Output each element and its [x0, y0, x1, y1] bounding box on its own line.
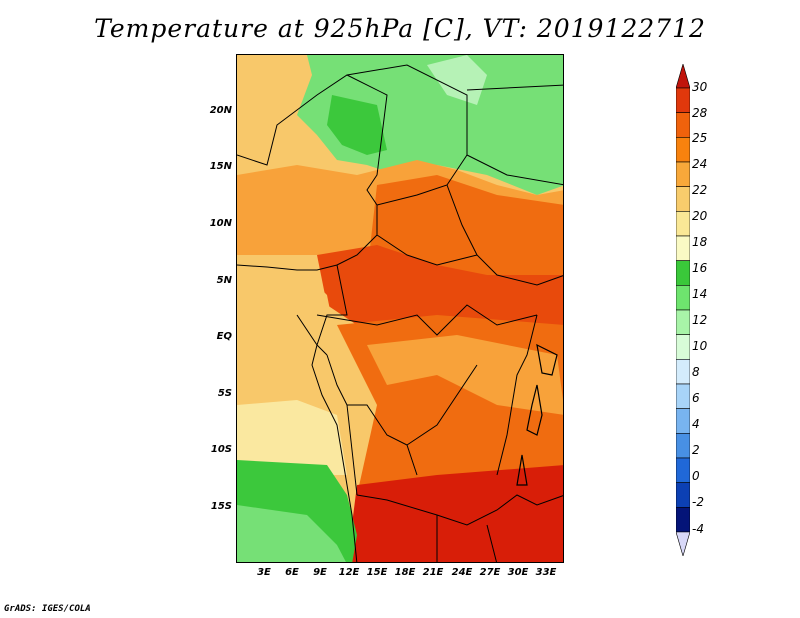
colorbar-label: 6: [692, 391, 700, 405]
colorbar-label: 18: [692, 235, 708, 249]
colorbar-top-arrow: [676, 64, 690, 89]
x-tick-label: 15E: [366, 567, 388, 578]
colorbar-label: 0: [692, 469, 700, 483]
x-tick-label: 3E: [257, 567, 271, 578]
colorbar-label: 14: [692, 287, 708, 301]
x-tick-label: 21E: [422, 567, 444, 578]
colorbar-label: 2: [692, 443, 700, 457]
colorbar-segment: [676, 112, 690, 138]
colorbar-label: 22: [692, 183, 708, 197]
colorbar-segment: [676, 260, 690, 286]
colorbar-segment: [676, 507, 690, 533]
colorbar-label: 25: [692, 131, 708, 145]
temperature-field: [237, 55, 563, 562]
colorbar-label: 10: [692, 339, 708, 353]
field-green-patch-1: [327, 95, 387, 155]
colorbar-segment: [676, 161, 690, 187]
colorbar-segment: [676, 211, 690, 237]
colorbar-label: 28: [692, 106, 708, 120]
credit-text: GrADS: IGES/COLA: [4, 604, 91, 614]
colorbar-label: 12: [692, 313, 708, 327]
colorbar-segment: [676, 433, 690, 459]
colorbar-segment: [676, 186, 690, 212]
colorbar-label: 8: [692, 365, 700, 379]
map-plot-area: [236, 54, 564, 563]
y-tick-label: 20N: [209, 105, 232, 116]
colorbar-label: 30: [692, 80, 708, 94]
y-tick-label: EQ: [216, 331, 232, 342]
x-tick-label: 30E: [507, 567, 529, 578]
field-light-green-southwest: [237, 505, 346, 562]
colorbar-label: -4: [692, 522, 704, 536]
colorbar-label: 4: [692, 417, 700, 431]
colorbar-segment: [676, 383, 690, 409]
colorbar-segment: [676, 235, 690, 261]
y-tick-label: 5N: [216, 275, 232, 286]
x-tick-label: 24E: [451, 567, 473, 578]
colorbar-segment: [676, 408, 690, 434]
field-pale-green-patch: [427, 55, 487, 105]
colorbar: [676, 64, 690, 556]
x-tick-label: 12E: [338, 567, 360, 578]
colorbar-segment: [676, 457, 690, 483]
colorbar-segment: [676, 309, 690, 335]
lakes: [516, 343, 558, 486]
colorbar-segment: [676, 137, 690, 163]
field-deep-red-south: [347, 465, 563, 562]
x-tick-label: 6E: [285, 567, 299, 578]
x-tick-label: 9E: [313, 567, 327, 578]
colorbar-bottom-arrow: [676, 531, 690, 556]
colorbar-label: 16: [692, 261, 708, 275]
x-tick-label: 27E: [479, 567, 501, 578]
colorbar-label: 24: [692, 157, 708, 171]
y-tick-label: 15N: [209, 161, 232, 172]
colorbar-segment: [676, 285, 690, 311]
y-tick-label: 15S: [210, 501, 232, 512]
colorbar-segment: [676, 482, 690, 508]
colorbar-segment: [676, 334, 690, 360]
field-pale-south: [237, 400, 347, 475]
field-green-patch-2: [477, 85, 563, 175]
country-borders: [237, 64, 563, 562]
y-tick-label: 5S: [217, 388, 232, 399]
y-tick-label: 10S: [210, 444, 232, 455]
colorbar-segment: [676, 87, 690, 113]
x-tick-label: 18E: [394, 567, 416, 578]
map-title: Temperature at 925hPa [C], VT: 201912271…: [94, 14, 706, 43]
colorbar-label: -2: [692, 495, 704, 509]
colorbar-label: 20: [692, 209, 708, 223]
x-tick-label: 33E: [535, 567, 557, 578]
field-green-north: [297, 55, 563, 195]
y-tick-label: 10N: [209, 218, 232, 229]
colorbar-segment: [676, 359, 690, 385]
